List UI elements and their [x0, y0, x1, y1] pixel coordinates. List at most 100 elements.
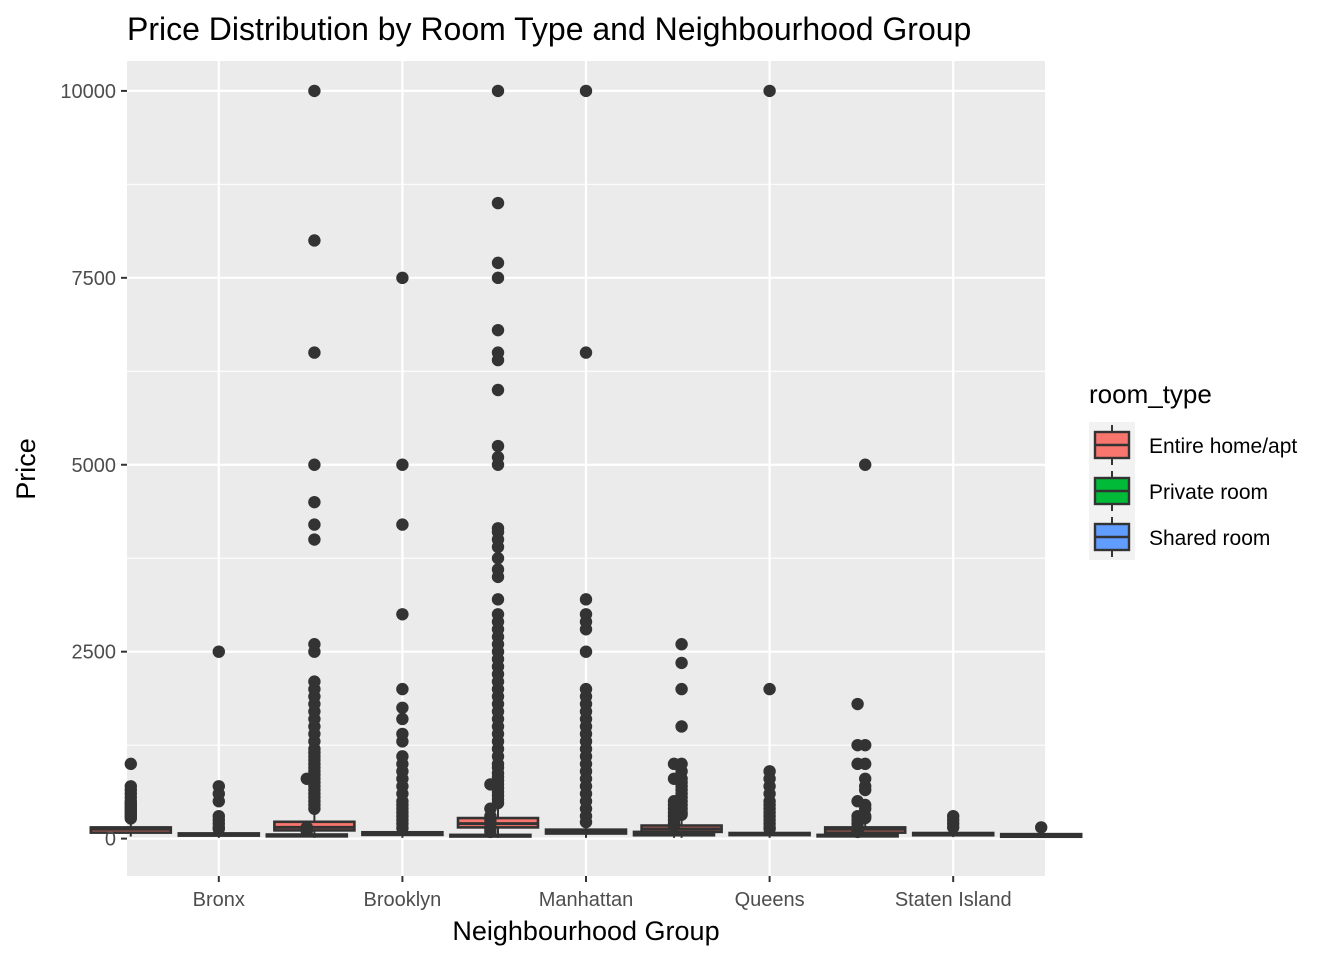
legend: room_type Entire home/apt Private room Sha… — [1089, 379, 1297, 560]
outlier-point — [308, 458, 321, 471]
outlier-point — [212, 780, 225, 793]
outlier-point — [308, 84, 321, 98]
legend-key: Entire home/apt — [1089, 422, 1297, 468]
legend-title: room_type — [1089, 379, 1212, 409]
y-tick-label: 5000 — [72, 455, 117, 477]
x-tick-label: Staten Island — [895, 889, 1012, 911]
outlier-point — [491, 323, 505, 337]
chart-title: Price Distribution by Room Type and Neig… — [127, 11, 971, 47]
outlier-point — [763, 765, 776, 778]
boxplot — [544, 84, 628, 838]
y-tick-label: 10000 — [60, 81, 116, 103]
legend-label: Entire home/apt — [1149, 435, 1297, 458]
outlier-point — [763, 84, 776, 98]
boxplot — [273, 84, 356, 838]
outlier-point — [859, 772, 872, 785]
y-axis: 0 2500 5000 7500 10000 — [60, 81, 127, 851]
outlier-point — [124, 780, 137, 793]
outlier-point — [675, 656, 688, 670]
x-tick-label: Brooklyn — [363, 889, 441, 911]
outlier-point — [491, 608, 505, 621]
boxes — [89, 84, 1083, 839]
outlier-point — [212, 645, 225, 658]
boxplot — [361, 271, 444, 838]
outlier-point — [308, 495, 321, 509]
outlier-point — [579, 84, 593, 98]
outlier-point — [851, 738, 864, 752]
outlier-point — [308, 638, 321, 651]
boxplot — [999, 821, 1083, 839]
boxplot — [265, 772, 349, 838]
boxplot — [911, 809, 995, 838]
outlier-point — [491, 383, 505, 397]
boxplot — [177, 645, 261, 838]
legend-label: Shared room — [1149, 527, 1270, 550]
outlier-point — [491, 563, 505, 576]
x-tick-label: Bronx — [193, 889, 245, 911]
boxplot — [89, 757, 173, 837]
outlier-point — [947, 809, 960, 823]
outlier-point — [396, 608, 409, 621]
outlier-point — [859, 458, 872, 471]
boxplot — [816, 697, 899, 839]
y-axis-title: Price — [11, 438, 41, 500]
outlier-point — [396, 458, 409, 471]
outlier-point — [396, 701, 409, 714]
outlier-point — [308, 518, 321, 531]
outlier-point — [491, 196, 505, 210]
outlier-point — [579, 682, 593, 696]
y-tick-label: 7500 — [72, 268, 117, 290]
outlier-point — [851, 795, 864, 808]
legend-key: Shared room — [1089, 514, 1270, 560]
outlier-point — [579, 645, 593, 658]
outlier-point — [491, 451, 505, 464]
outlier-point — [300, 821, 313, 834]
outlier-point — [763, 682, 776, 696]
outlier-point — [579, 608, 593, 621]
outlier-point — [675, 682, 688, 696]
outlier-point — [667, 772, 681, 785]
outlier-point — [396, 682, 409, 696]
outlier-point — [667, 757, 681, 771]
boxplot — [632, 757, 716, 838]
outlier-point — [491, 522, 505, 535]
outlier-point — [396, 518, 409, 531]
outlier-point — [396, 727, 409, 741]
outlier-point — [396, 271, 409, 285]
outlier-point — [484, 802, 497, 815]
legend-label: Private room — [1149, 481, 1268, 504]
outlier-point — [396, 712, 409, 726]
x-axis: Bronx Brooklyn Manhattan Queens Staten Islan… — [193, 876, 1012, 911]
legend-key: Private room — [1089, 468, 1268, 514]
outlier-point — [124, 757, 137, 771]
outlier-point — [396, 750, 409, 763]
y-tick-label: 2500 — [72, 642, 117, 664]
outlier-point — [491, 256, 505, 270]
x-axis-title: Neighbourhood Group — [452, 916, 719, 946]
outlier-point — [675, 638, 688, 651]
x-tick-label: Queens — [735, 889, 805, 911]
outlier-point — [491, 271, 505, 285]
outlier-point — [851, 697, 864, 711]
outlier-point — [491, 439, 505, 453]
outlier-point — [300, 772, 313, 785]
outlier-point — [308, 346, 321, 359]
outlier-point — [579, 593, 593, 606]
outlier-point — [308, 533, 321, 546]
outlier-point — [491, 593, 505, 606]
outlier-point — [579, 346, 593, 359]
boxplot — [728, 84, 811, 838]
outlier-point — [212, 809, 225, 823]
outlier-point — [484, 778, 497, 791]
boxplot — [449, 778, 532, 839]
outlier-point — [851, 757, 864, 771]
outlier-point — [491, 552, 505, 565]
outlier-point — [491, 346, 505, 359]
outlier-point — [308, 234, 321, 247]
y-tick-label: 0 — [105, 829, 116, 851]
outlier-point — [675, 720, 688, 733]
x-tick-label: Manhattan — [539, 889, 634, 911]
outlier-point — [851, 809, 864, 823]
outlier-point — [667, 795, 681, 808]
